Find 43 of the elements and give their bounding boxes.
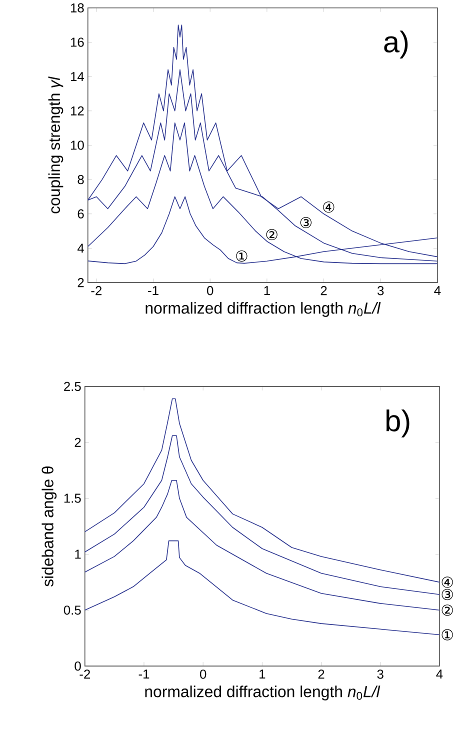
- x-tick-label: 2: [320, 286, 327, 296]
- y-tick-label: 8: [78, 174, 84, 184]
- y-tick-label: 0.5: [64, 606, 81, 615]
- annotation: ①: [442, 629, 453, 640]
- annotation: ③: [300, 216, 312, 228]
- x-tick-label: 4: [436, 670, 442, 678]
- y-tick-label: 10: [70, 140, 84, 150]
- y-tick-label: 1.5: [64, 494, 81, 503]
- x-tick-label: -2: [80, 670, 90, 679]
- x-tick-label: 0: [206, 286, 213, 296]
- x-tick-label: 3: [377, 286, 384, 296]
- y-tick-label: 0: [74, 661, 81, 671]
- x-tick-label: -1: [148, 286, 158, 295]
- y-tick-label: 2.5: [64, 382, 81, 391]
- y-tick-label: 2: [74, 438, 81, 447]
- y-tick-label: 6: [78, 209, 84, 218]
- x-tick-label: -2: [91, 286, 102, 296]
- y-axis-title: sideband angle θ: [42, 466, 56, 586]
- x-tick-label: 2: [318, 670, 324, 679]
- y-tick-label: 4: [77, 244, 84, 253]
- annotation: ④: [322, 202, 334, 213]
- annotation: ②: [442, 604, 453, 616]
- annotation: ①: [236, 250, 248, 262]
- x-tick-label: 1: [264, 286, 270, 295]
- annotation: ③: [442, 588, 453, 600]
- x-tick-label: -1: [138, 670, 149, 678]
- x-tick-label: 0: [200, 670, 206, 679]
- x-tick-label: 3: [377, 670, 384, 679]
- y-tick-label: 12: [70, 106, 84, 116]
- annotation: b): [386, 410, 410, 438]
- y-tick-label: 1: [74, 550, 81, 559]
- annotation: a): [384, 30, 408, 58]
- x-tick-label: 4: [434, 286, 440, 295]
- x-axis-title: normalized diffraction length n$_{0}$L/l: [146, 302, 380, 317]
- y-tick-label: 14: [70, 72, 84, 81]
- y-tick-label: 2: [78, 278, 84, 288]
- x-axis-title: normalized diffraction length n$_{0}$L/l: [145, 686, 380, 700]
- y-tick-label: 18: [70, 3, 84, 12]
- x-tick-label: 1: [259, 670, 265, 678]
- annotation: ②: [266, 228, 278, 240]
- y-axis-title: coupling strength γl: [48, 76, 63, 214]
- y-tick-label: 16: [70, 38, 84, 47]
- annotation: ④: [442, 576, 453, 588]
